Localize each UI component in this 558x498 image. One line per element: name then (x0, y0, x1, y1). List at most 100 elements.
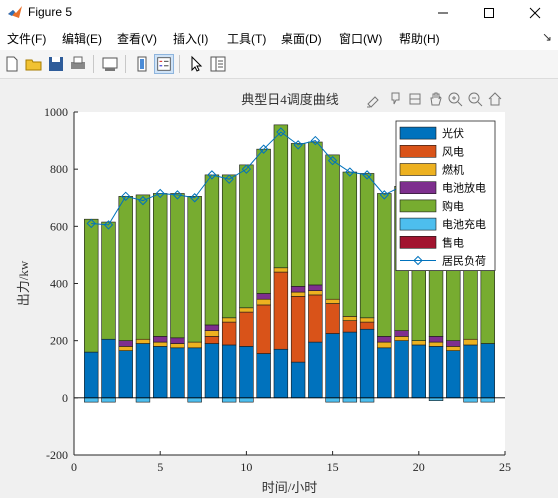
close-icon (529, 7, 541, 19)
bar-bat_dis (428, 336, 444, 343)
zoom-in-icon[interactable] (448, 92, 463, 107)
dock-arrow-icon[interactable]: ↘ (541, 30, 552, 44)
legend-swatch (399, 163, 437, 176)
bar-buy (256, 148, 271, 294)
load-marker (103, 220, 114, 230)
bar-pv (308, 341, 323, 399)
bar-pv (377, 347, 392, 399)
bar-fuel (221, 317, 237, 323)
legend-label: 燃机 (442, 163, 464, 177)
bar-wind (342, 320, 358, 333)
bar-pv (135, 343, 151, 399)
bar-wind (204, 336, 220, 344)
chart-title: 典型日4调度曲线 (241, 92, 339, 107)
link-plot-icon[interactable] (100, 54, 120, 74)
x-axis-label: 时间/小时 (262, 480, 318, 495)
x-tick-label: 10 (240, 460, 252, 474)
colorbar-icon[interactable] (132, 54, 152, 74)
bar-pv (290, 361, 306, 399)
print-icon[interactable] (68, 54, 88, 74)
bar-fuel (290, 291, 306, 297)
bar-pv (394, 340, 409, 399)
new-figure-icon[interactable] (2, 54, 22, 74)
bar-fuel (463, 338, 478, 346)
bar-fuel (153, 341, 168, 347)
datatip-icon[interactable] (391, 92, 400, 105)
bar-buy (118, 196, 133, 341)
bar-buy (170, 193, 185, 339)
menu-view[interactable]: 查看(V) (117, 32, 157, 46)
bar-fuel (118, 346, 133, 351)
menu-edit[interactable]: 编辑(E) (62, 32, 102, 46)
bar-bat_dis (118, 340, 133, 347)
bar-pv (204, 343, 220, 399)
bar-pv (411, 344, 426, 399)
bar-bat_dis (153, 336, 168, 343)
bar-buy (325, 154, 340, 300)
bar-bat_ch (221, 397, 237, 403)
legend-swatch (399, 236, 437, 249)
open-file-icon[interactable] (24, 54, 44, 74)
bar-buy (239, 164, 254, 309)
bar-buy (101, 221, 116, 340)
select-arrow-icon[interactable] (186, 54, 206, 74)
bar-pv (153, 346, 168, 399)
brush-icon[interactable] (367, 96, 379, 108)
bar-pv (359, 328, 375, 399)
pan-hand-icon[interactable] (430, 92, 442, 106)
legend-icon[interactable] (154, 54, 174, 74)
minimize-button[interactable] (420, 0, 466, 26)
bar-wind (256, 304, 271, 354)
y-tick-label: 200 (50, 334, 68, 348)
legend-swatch (399, 199, 437, 213)
menu-file[interactable]: 文件(F) (7, 32, 47, 46)
load-marker (189, 193, 200, 203)
bar-fuel (342, 316, 358, 321)
bar-fuel (359, 317, 375, 323)
zoom-out-icon[interactable] (468, 92, 483, 107)
load-marker (362, 170, 372, 180)
bar-fuel (308, 290, 323, 296)
load-marker (207, 170, 217, 180)
bar-bat_dis (446, 340, 461, 347)
bar-bat_ch (135, 397, 151, 403)
bar-fuel (187, 341, 202, 349)
menu-help[interactable]: 帮助(H) (399, 32, 440, 46)
x-tick-label: 20 (413, 460, 425, 474)
bar-bat_dis (170, 337, 185, 344)
y-tick-label: 800 (50, 162, 68, 176)
toolbar-separator (93, 55, 94, 73)
pan-y-icon[interactable] (409, 93, 421, 105)
y-tick-label: -200 (46, 448, 68, 462)
save-icon[interactable] (46, 54, 66, 74)
menu-window[interactable]: 窗口(W) (339, 32, 383, 46)
menu-tools[interactable]: 工具(T) (227, 32, 267, 46)
bar-wind (290, 296, 306, 363)
menu-insert[interactable]: 插入(I) (173, 32, 209, 46)
bar-pv (170, 347, 185, 399)
y-tick-label: 600 (50, 219, 68, 233)
bar-buy (221, 174, 237, 319)
matlab-icon (8, 6, 22, 18)
x-tick-label: 25 (499, 460, 511, 474)
bar-buy (377, 193, 392, 337)
bar-fuel (256, 298, 271, 306)
toolbar-separator (125, 55, 126, 73)
close-button[interactable] (512, 0, 558, 26)
legend-swatch (399, 145, 437, 158)
load-marker (327, 155, 338, 166)
property-inspector-icon[interactable] (208, 54, 228, 74)
menu-bar: 文件(F) 编辑(E) 查看(V) 插入(I) 工具(T) 桌面(D) 窗口(W… (0, 26, 558, 50)
bar-pv (446, 350, 461, 399)
load-marker (241, 164, 252, 174)
bar-pv (480, 343, 495, 399)
menu-desktop[interactable]: 桌面(D) (281, 32, 322, 46)
window-title: Figure 5 (28, 5, 73, 19)
bar-fuel (273, 267, 289, 273)
home-icon[interactable] (488, 92, 502, 106)
figure-toolbar (0, 50, 558, 79)
bar-wind (221, 321, 237, 346)
maximize-button[interactable] (466, 0, 512, 26)
bar-buy (359, 173, 375, 319)
